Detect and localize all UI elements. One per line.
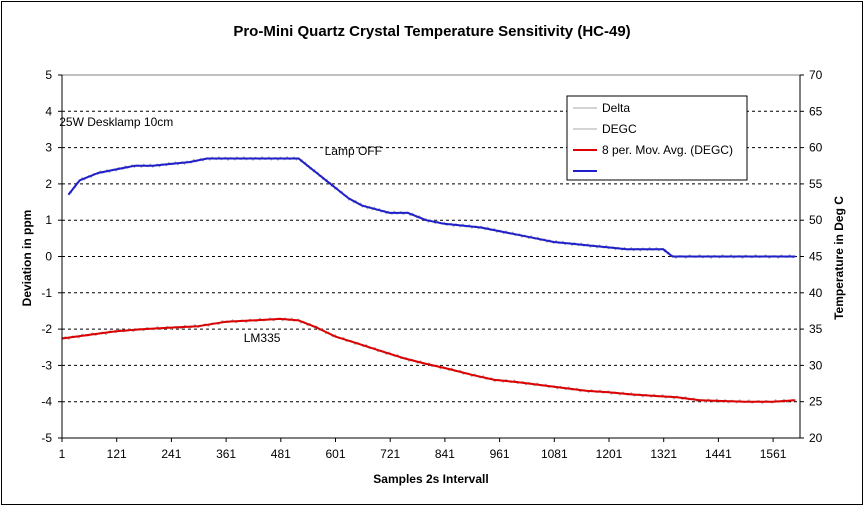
y2-axis-title: Temperature in Deg C — [832, 196, 846, 320]
series-line-2 — [61, 317, 796, 403]
x-tick-label: 1561 — [760, 447, 787, 461]
y-tick-label: 5 — [45, 68, 52, 82]
legend: Delta DEGC 8 per. Mov. Avg. (DEGC) — [566, 95, 748, 181]
y2-tick-label: 55 — [809, 177, 823, 191]
legend-label: DEGC — [602, 122, 637, 136]
x-tick-label: 361 — [216, 447, 236, 461]
x-tick-label: 601 — [325, 447, 345, 461]
x-tick-label: 1321 — [650, 447, 677, 461]
y2-tick-label: 45 — [809, 250, 823, 264]
x-tick-label: 1081 — [541, 447, 568, 461]
y-axis-title: Deviation in ppm — [20, 210, 34, 307]
x-tick-label: 961 — [490, 447, 510, 461]
x-tick-label: 481 — [271, 447, 291, 461]
y-axis-left: 5 4 3 2 1 0 -1 -2 -3 -4 -5 — [41, 68, 63, 445]
x-tick-label: 1 — [59, 447, 66, 461]
y-tick-label: 1 — [45, 213, 52, 227]
x-tick-label: 721 — [380, 447, 400, 461]
x-tick-label: 841 — [435, 447, 455, 461]
y2-tick-label: 35 — [809, 322, 823, 336]
series-line-3 — [67, 157, 796, 258]
annotation: 25W Desklamp 10cm — [59, 115, 173, 129]
y-tick-label: -1 — [41, 286, 52, 300]
legend-box — [566, 95, 748, 181]
y2-tick-label: 60 — [809, 141, 823, 155]
annotation: LM335 — [244, 331, 281, 345]
legend-label: 8 per. Mov. Avg. (DEGC) — [602, 143, 733, 157]
y-tick-label: -3 — [41, 358, 52, 372]
y2-tick-label: 65 — [809, 104, 823, 118]
y2-tick-label: 25 — [809, 395, 823, 409]
x-tick-label: 121 — [107, 447, 127, 461]
chart-title: Pro-Mini Quartz Crystal Temperature Sens… — [233, 23, 630, 40]
x-axis: 1 121 241 361 481 601 721 841 961 1081 1201 1321 144… — [59, 437, 800, 461]
annotation: Lamp OFF — [325, 144, 382, 158]
y2-tick-label: 20 — [809, 431, 823, 445]
x-axis-title: Samples 2s Intervall — [373, 472, 488, 486]
y2-tick-label: 30 — [809, 358, 823, 372]
series-layer — [61, 156, 796, 404]
annotations: 25W Desklamp 10cm Lamp OFF LM335 — [59, 115, 382, 345]
y-tick-label: 2 — [45, 177, 52, 191]
y-axis-right: 70 65 60 55 50 45 40 35 30 25 20 — [799, 68, 823, 445]
y-tick-label: 0 — [45, 250, 52, 264]
x-tick-label: 1441 — [705, 447, 732, 461]
y2-tick-label: 40 — [809, 286, 823, 300]
y2-tick-label: 50 — [809, 213, 823, 227]
y-tick-label: -5 — [41, 431, 52, 445]
y-tick-label: 3 — [45, 141, 52, 155]
x-tick-label: 1201 — [596, 447, 623, 461]
y-tick-label: -2 — [41, 322, 52, 336]
legend-label: Delta — [602, 101, 630, 115]
y2-tick-label: 70 — [809, 68, 823, 82]
series-line-1 — [61, 317, 796, 404]
y-tick-label: 4 — [45, 104, 52, 118]
x-tick-label: 241 — [161, 447, 181, 461]
y-tick-label: -4 — [41, 395, 52, 409]
